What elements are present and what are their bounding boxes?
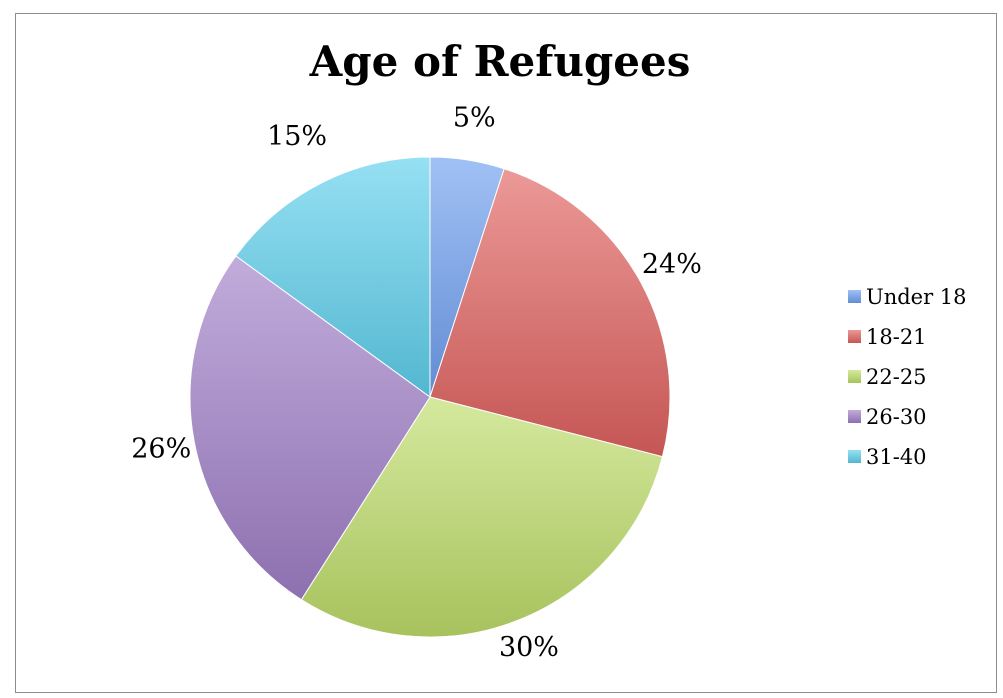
legend-swatch-26-30 <box>848 410 861 423</box>
pie-slices <box>189 156 671 638</box>
data-label-under-18: 5% <box>453 102 496 133</box>
data-label-22-25: 30% <box>499 632 559 663</box>
legend-swatch-18-21 <box>848 330 861 343</box>
pie-slice-26-30 <box>189 255 431 601</box>
data-labels: 5% 24% 30% 26% 15% <box>131 102 702 663</box>
chart-title: Age of Refugees <box>309 37 691 86</box>
legend-swatch-22-25 <box>848 370 861 383</box>
data-label-26-30: 26% <box>131 433 191 464</box>
data-label-18-21: 24% <box>642 249 702 280</box>
data-label-31-40: 15% <box>267 121 327 152</box>
legend-swatch-under-18 <box>848 290 861 303</box>
pie-slice-31-40 <box>235 156 431 398</box>
legend-label-26-30: 26-30 <box>866 405 927 429</box>
legend: Under 18 18-21 22-25 26-30 31-40 <box>848 285 967 469</box>
legend-label-18-21: 18-21 <box>866 325 927 349</box>
pie-slice-22-25 <box>300 396 664 638</box>
legend-label-under-18: Under 18 <box>866 285 967 309</box>
pie-slice-18-21 <box>429 168 671 458</box>
legend-swatch-31-40 <box>848 450 861 463</box>
legend-label-22-25: 22-25 <box>866 365 927 389</box>
legend-label-31-40: 31-40 <box>866 445 927 469</box>
